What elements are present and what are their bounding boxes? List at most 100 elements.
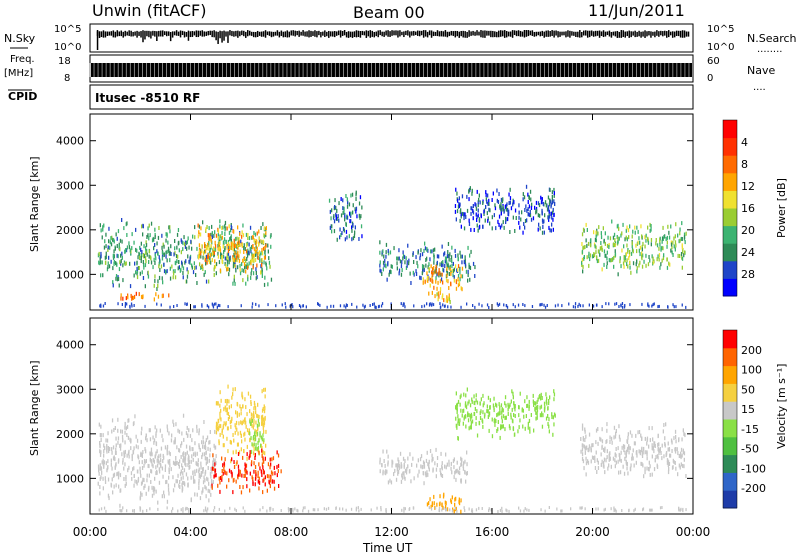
data-cell xyxy=(154,227,156,232)
data-cell xyxy=(615,460,617,465)
data-cell xyxy=(636,249,638,254)
data-cell xyxy=(137,455,140,460)
data-cell xyxy=(219,219,221,224)
data-cell xyxy=(117,417,119,422)
data-cell xyxy=(257,448,259,453)
ground-cell xyxy=(103,506,106,510)
data-cell xyxy=(463,226,466,231)
data-cell xyxy=(513,413,515,417)
data-cell xyxy=(637,240,639,245)
data-cell xyxy=(239,271,242,276)
data-cell xyxy=(212,458,215,462)
data-cell xyxy=(123,260,126,265)
data-cell xyxy=(115,463,117,468)
data-cell xyxy=(236,402,239,407)
data-cell xyxy=(468,413,470,418)
data-cell xyxy=(431,503,434,508)
data-cell xyxy=(139,496,141,501)
data-cell xyxy=(202,444,204,449)
data-cell xyxy=(384,263,387,268)
data-cell xyxy=(215,262,218,267)
ground-cell xyxy=(258,304,260,308)
data-cell xyxy=(142,450,144,454)
data-cell xyxy=(150,459,153,464)
data-cell xyxy=(659,448,661,453)
ground-cell xyxy=(540,303,542,307)
data-cell xyxy=(107,493,110,498)
data-cell xyxy=(211,483,213,488)
data-cell xyxy=(234,251,236,256)
data-cell xyxy=(448,293,450,298)
data-cell xyxy=(626,466,628,471)
data-cell xyxy=(618,434,621,439)
data-cell xyxy=(385,254,387,259)
data-cell xyxy=(229,256,231,261)
data-cell xyxy=(197,462,199,467)
data-cell xyxy=(488,198,490,203)
data-cell xyxy=(529,209,531,214)
data-cell xyxy=(495,226,497,231)
data-cell xyxy=(351,192,354,197)
ground-cell xyxy=(501,509,503,513)
data-cell xyxy=(441,272,443,277)
data-cell xyxy=(633,441,636,446)
ground-cell xyxy=(456,509,458,513)
data-cell xyxy=(192,270,195,275)
data-cell xyxy=(442,293,444,298)
data-cell xyxy=(347,200,349,205)
data-cell xyxy=(354,230,356,235)
data-cell xyxy=(137,445,139,450)
data-cell xyxy=(601,427,603,432)
data-cell xyxy=(196,246,198,251)
data-cell xyxy=(190,239,192,244)
data-cell xyxy=(661,443,663,448)
data-cell xyxy=(662,429,664,434)
data-cell xyxy=(232,392,234,397)
ground-cell xyxy=(526,508,528,512)
data-cell xyxy=(553,213,555,218)
data-cell xyxy=(183,456,185,461)
data-cell xyxy=(455,391,457,396)
data-cell xyxy=(652,437,654,442)
data-cell xyxy=(254,434,256,439)
data-cell xyxy=(424,471,427,476)
data-cell xyxy=(653,441,655,446)
data-cell xyxy=(213,265,216,270)
data-cell xyxy=(624,450,626,455)
data-cell xyxy=(622,261,625,266)
data-cell xyxy=(202,469,204,474)
data-cell xyxy=(640,433,642,438)
y-tick-label: 4000 xyxy=(56,339,84,352)
data-cell xyxy=(540,404,543,409)
data-cell xyxy=(155,441,157,446)
data-cell xyxy=(217,244,219,248)
data-cell xyxy=(605,440,607,444)
data-cell xyxy=(480,409,482,414)
data-cell xyxy=(641,436,643,441)
data-cell xyxy=(439,468,441,473)
data-cell xyxy=(591,455,594,460)
data-cell xyxy=(461,194,464,199)
data-cell xyxy=(551,215,553,220)
ground-cell xyxy=(132,509,134,513)
data-cell xyxy=(473,394,475,399)
data-cell xyxy=(163,244,165,249)
ground-cell xyxy=(139,507,142,511)
data-cell xyxy=(226,267,228,272)
x-tick-label: 16:00 xyxy=(475,525,510,539)
data-cell xyxy=(491,215,493,220)
data-cell xyxy=(337,214,339,219)
data-cell xyxy=(629,250,631,254)
data-cell xyxy=(541,424,544,429)
data-cell xyxy=(439,262,441,267)
data-cell xyxy=(423,264,425,269)
data-cell xyxy=(261,446,263,450)
data-cell xyxy=(173,252,175,257)
data-cell xyxy=(479,401,481,406)
data-cell xyxy=(661,239,663,244)
data-cell xyxy=(614,249,616,254)
data-cell xyxy=(188,465,190,470)
data-cell xyxy=(160,264,163,269)
data-cell xyxy=(450,255,453,260)
data-cell xyxy=(182,275,184,280)
